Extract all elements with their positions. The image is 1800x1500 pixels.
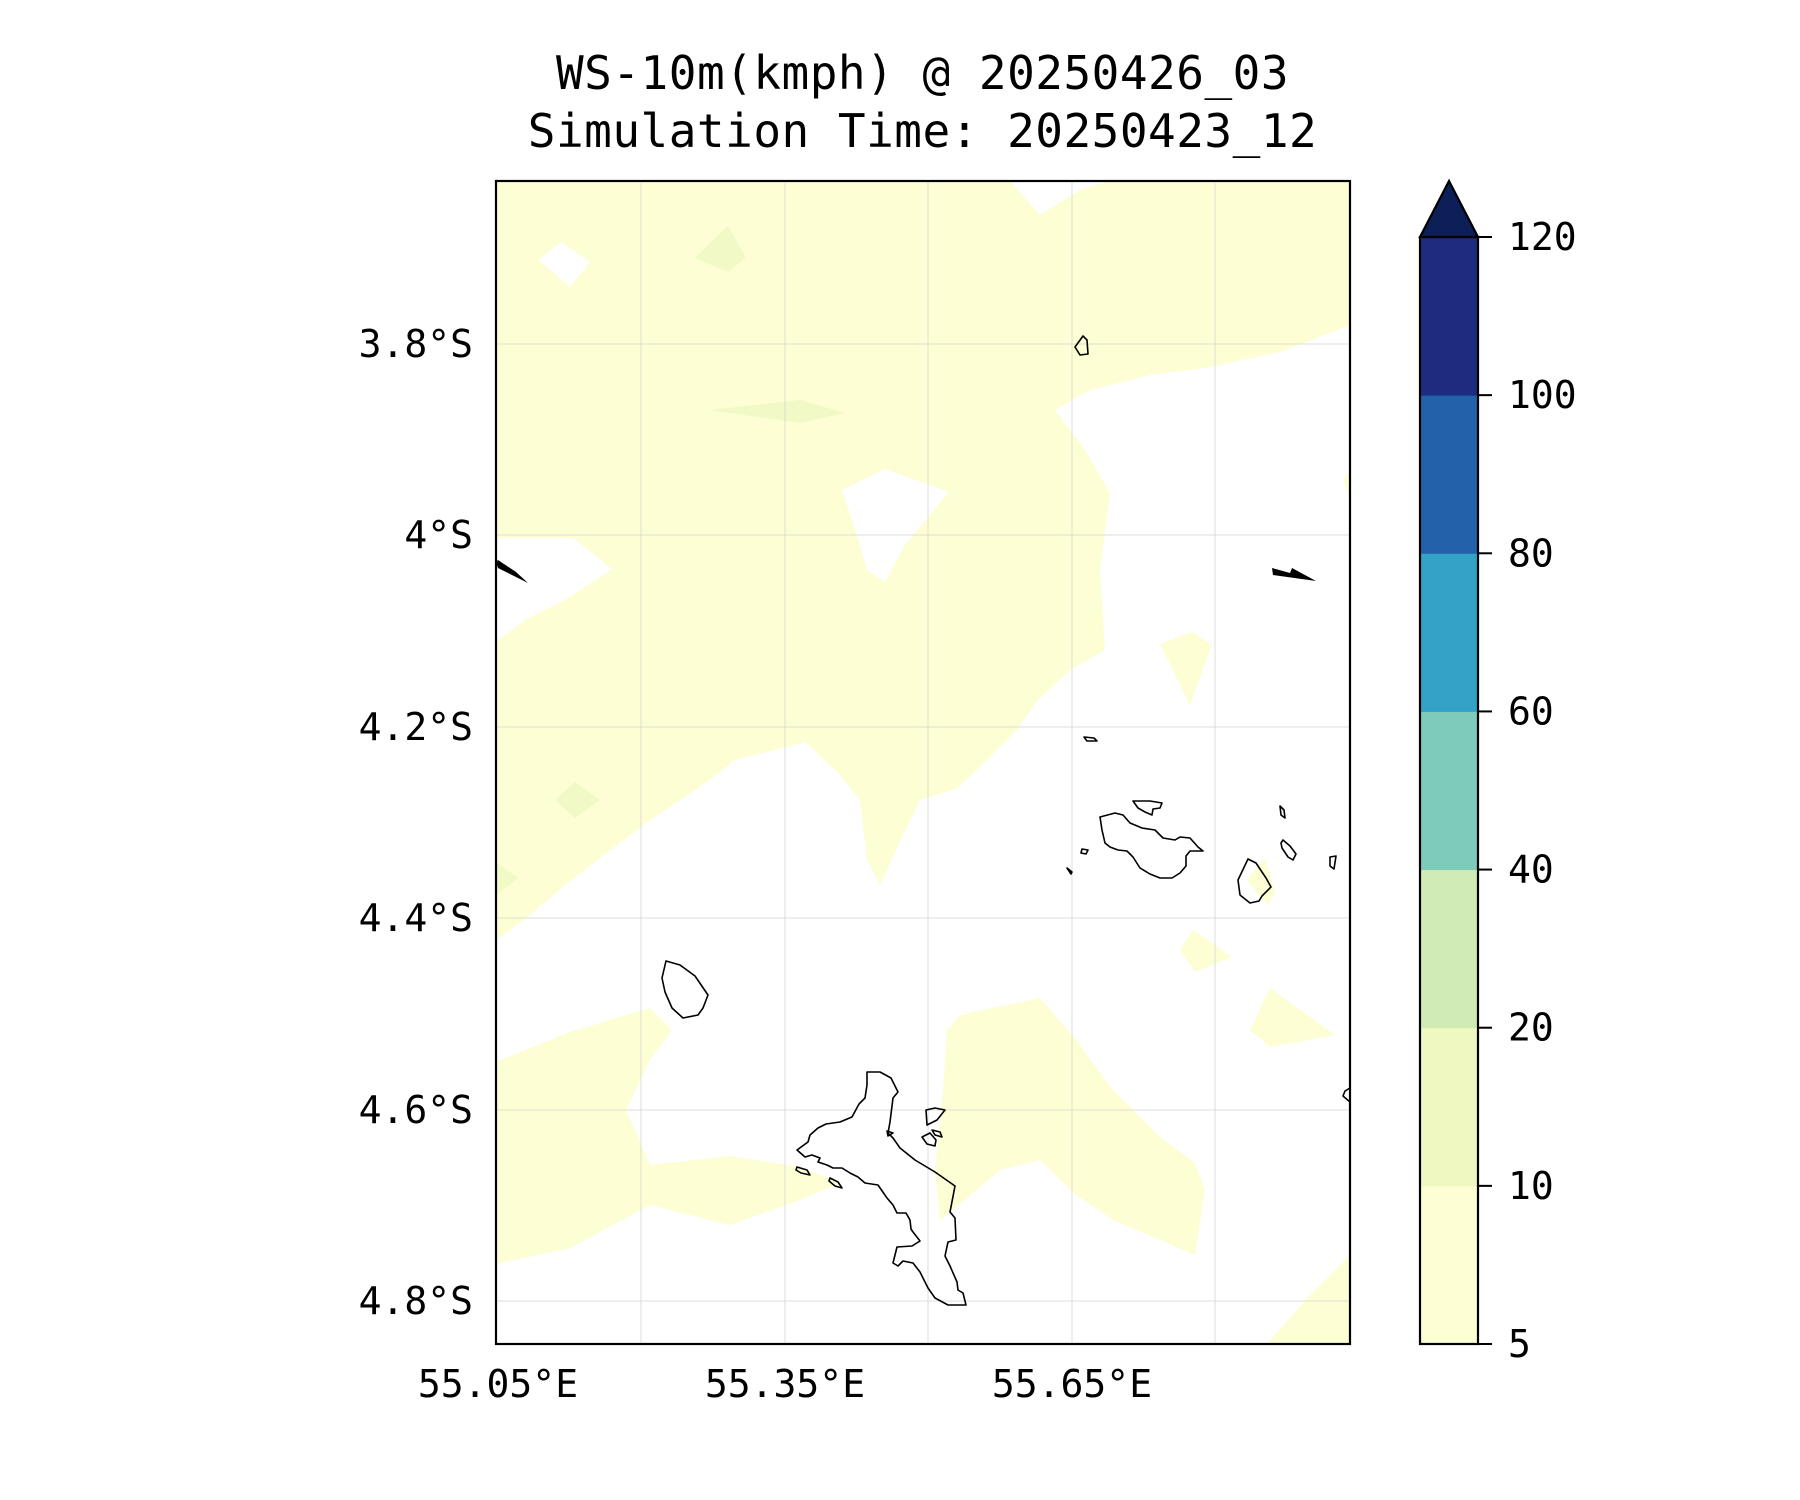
colorbar-tick-label: 40	[1508, 848, 1554, 892]
islet-mahe-e-a	[925, 1107, 946, 1126]
lat-label: 3.8°S	[359, 322, 473, 366]
lat-label: 4.2°S	[359, 705, 473, 749]
colorbar-tick-label: 60	[1508, 689, 1554, 733]
island-ladigue-coastline	[1237, 858, 1272, 904]
colorbar-extend-arrow	[1418, 178, 1480, 239]
wind-contour-10-20-patch-b	[710, 400, 845, 423]
map-title: WS-10m(kmph) @ 20250426_03 Simulation Ti…	[0, 44, 1800, 160]
islet-mahe-nw-a	[795, 1166, 811, 1176]
colorbar-segment	[1420, 1185, 1478, 1345]
wind-contour-5-10-southeast-corner	[1267, 1255, 1350, 1344]
colorbar-tick-label: 120	[1508, 215, 1577, 259]
wind-contour-10-20-patch-c	[555, 782, 600, 818]
calm-hole-northwest	[538, 242, 590, 287]
colorbar-tick-label: 20	[1508, 1006, 1554, 1050]
wind-contour-5-10-east-edge	[1343, 470, 1350, 500]
colorbar-tick-label: 5	[1508, 1322, 1531, 1366]
wind-contour-10-20-patch-d	[496, 862, 518, 895]
colorbar: 5 10 20 40 60 80 100 120	[1418, 178, 1577, 1366]
lon-label: 55.35°E	[705, 1362, 865, 1406]
wind-contour-5-10-north	[496, 181, 1350, 940]
latitude-labels: 3.8°S 4°S 4.2°S 4.4°S 4.6°S 4.8°S	[359, 322, 473, 1323]
colorbar-tick-label: 100	[1508, 373, 1577, 417]
colorbar-segment	[1420, 711, 1478, 871]
island-praslin-coastline	[1099, 812, 1204, 879]
lon-label: 55.65°E	[992, 1362, 1152, 1406]
wind-contour-5-10-southwest	[496, 1008, 840, 1264]
islet-cocos-coastline	[1279, 805, 1286, 819]
calm-hole-center	[842, 469, 949, 582]
island-mahe-coastline	[796, 1071, 967, 1306]
wind-contour-5-10-east-d	[1250, 988, 1335, 1047]
colorbar-tick-label: 10	[1508, 1164, 1554, 1208]
map-frame	[494, 179, 1352, 1346]
colorbar-frame	[1418, 235, 1480, 1346]
colorbar-segment	[1420, 395, 1478, 554]
lon-label: 55.05°E	[418, 1362, 578, 1406]
coastlines	[661, 335, 1350, 1306]
lat-label: 4.6°S	[359, 1088, 473, 1132]
islet-mahe-e-b	[921, 1132, 937, 1147]
wind-contour-5-10-south-center	[935, 998, 1205, 1255]
lat-label: 4°S	[404, 513, 473, 557]
title-line-simulation-time: Simulation Time: 20250423_12	[527, 104, 1318, 158]
colorbar-segment	[1420, 553, 1478, 712]
wind-contour-5-10-east-b	[1247, 858, 1275, 905]
title-line-variable: WS-10m(kmph) @ 20250426_03	[555, 46, 1290, 100]
islet-praslin-w-a	[1080, 848, 1089, 855]
islet-mahe-e-c	[931, 1129, 943, 1138]
wind-arrow-east	[1272, 568, 1316, 581]
wind-contour-10-20-patch-a	[695, 226, 746, 272]
islet-aride-coastline	[1074, 335, 1089, 356]
map-gridlines	[496, 181, 1350, 1344]
wind-contour-5-10-east-c	[1180, 930, 1232, 972]
islet-mahe-e-d	[886, 1130, 894, 1137]
islet-north-coastline	[1083, 736, 1098, 742]
wind-contour-5-10-east-a	[1160, 632, 1212, 705]
colorbar-segment	[1420, 1027, 1478, 1187]
islet-marianne-coastline	[1329, 855, 1337, 870]
island-curieuse-coastline	[1132, 800, 1163, 816]
colorbar-segment	[1420, 237, 1478, 396]
lat-label: 4.8°S	[359, 1279, 473, 1323]
lat-label: 4.4°S	[359, 896, 473, 940]
island-silhouette-coastline	[661, 960, 709, 1019]
longitude-labels: 55.05°E 55.35°E 55.65°E	[418, 1362, 1152, 1406]
islet-felicite-coastline	[1280, 839, 1297, 861]
islet-east-edge-coastline	[1342, 1087, 1350, 1103]
islet-mahe-nw-b	[828, 1177, 843, 1189]
map-plot-area	[496, 181, 1350, 1344]
colorbar-tick-label: 80	[1508, 531, 1554, 575]
wind-vectors	[496, 560, 1316, 583]
islet-praslin-w-b	[1066, 867, 1073, 875]
colorbar-segment	[1420, 869, 1478, 1029]
wind-arrow-west	[496, 560, 528, 583]
